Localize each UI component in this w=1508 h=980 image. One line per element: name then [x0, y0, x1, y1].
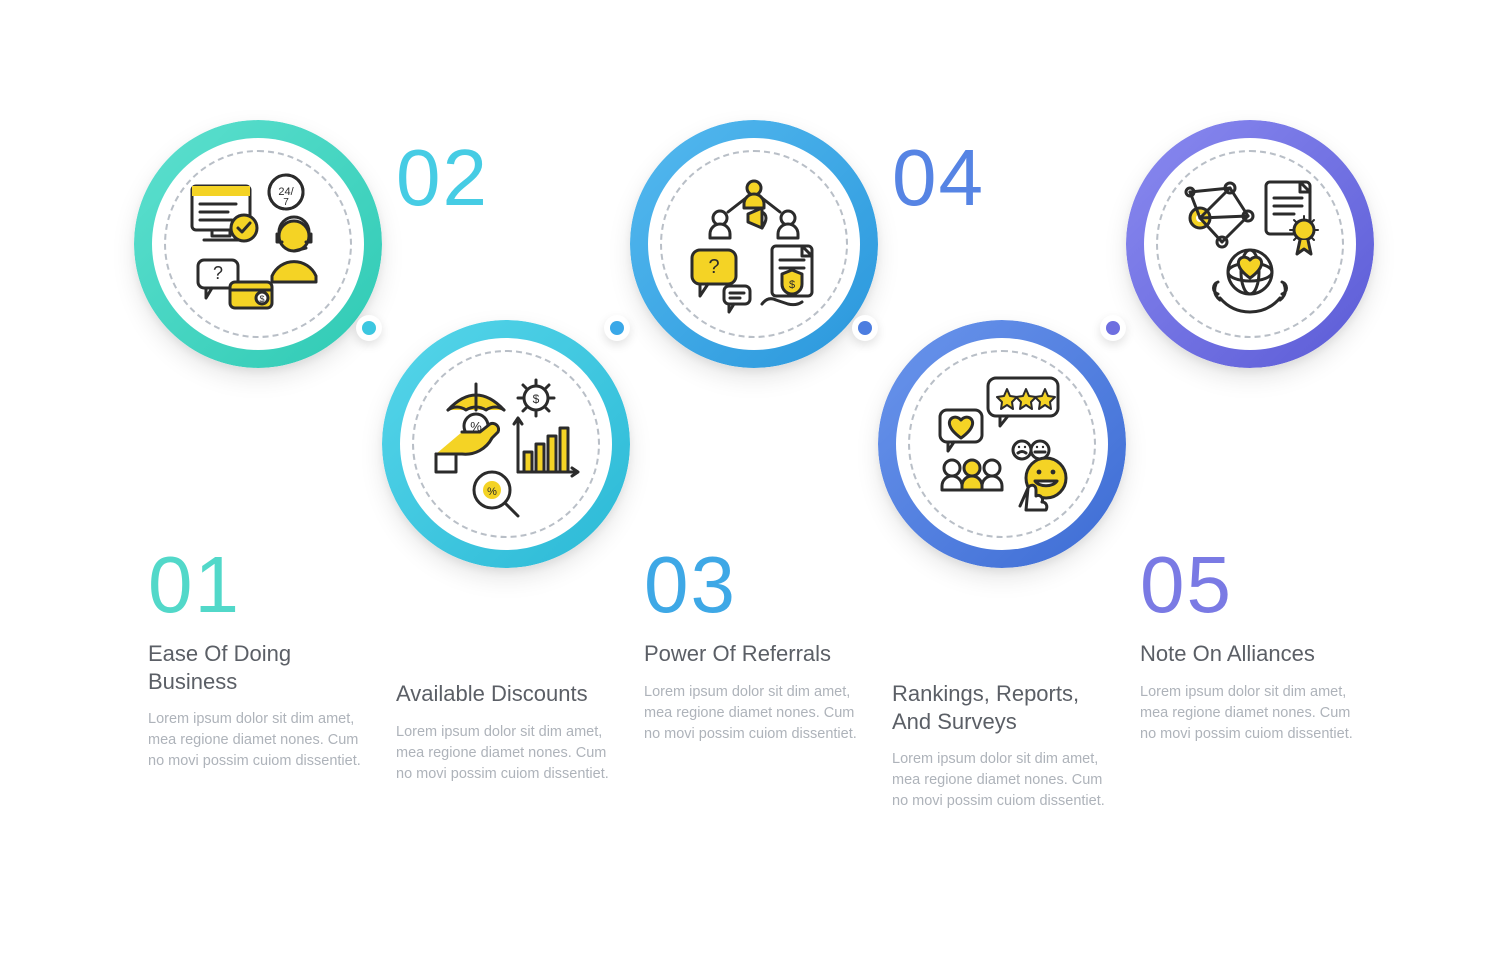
discounts-icon: % $ [426, 364, 586, 524]
svg-text:$: $ [533, 392, 540, 406]
step-3-circle: ? $ [630, 120, 878, 368]
step-2-body: Lorem ipsum dolor sit dim amet, mea regi… [396, 722, 616, 785]
connector-dot-2 [604, 315, 630, 341]
step-5-body: Lorem ipsum dolor sit dim amet, mea regi… [1140, 682, 1360, 745]
rankings-icon [922, 364, 1082, 524]
step-2-circle: % $ [382, 320, 630, 568]
step-4-body: Lorem ipsum dolor sit dim amet, mea regi… [892, 749, 1112, 812]
step-2-text: Available Discounts Lorem ipsum dolor si… [396, 680, 616, 785]
step-1-circle: 24/ 7 ? $ [134, 120, 382, 368]
svg-text:$: $ [789, 279, 795, 291]
svg-text:7: 7 [283, 197, 289, 208]
step-5-circle [1126, 120, 1374, 368]
infographic-stage: 24/ 7 ? $ 01 Ease Of Doing Busin [134, 120, 1374, 880]
step-3-text: Power Of Referrals Lorem ipsum dolor sit… [644, 640, 864, 745]
referrals-icon: ? $ [674, 164, 834, 324]
ease-of-business-icon: 24/ 7 ? $ [178, 164, 338, 324]
step-1-title: Ease Of Doing Business [148, 640, 368, 695]
step-1-text: Ease Of Doing Business Lorem ipsum dolor… [148, 640, 368, 772]
svg-text:?: ? [708, 256, 719, 278]
svg-text:?: ? [213, 263, 223, 283]
svg-text:$: $ [259, 294, 264, 304]
step-2-title: Available Discounts [396, 680, 616, 708]
step-1-number: 01 [148, 545, 241, 625]
step-4-text: Rankings, Reports, And Surveys Lorem ips… [892, 680, 1112, 812]
step-5-number: 05 [1140, 545, 1233, 625]
step-4-circle [878, 320, 1126, 568]
step-4-title: Rankings, Reports, And Surveys [892, 680, 1112, 735]
step-5-text: Note On Alliances Lorem ipsum dolor sit … [1140, 640, 1360, 745]
step-3-number: 03 [644, 545, 737, 625]
alliances-icon [1170, 164, 1330, 324]
step-3-body: Lorem ipsum dolor sit dim amet, mea regi… [644, 682, 864, 745]
connector-dot-4 [1100, 315, 1126, 341]
step-5-title: Note On Alliances [1140, 640, 1360, 668]
step-1-body: Lorem ipsum dolor sit dim amet, mea regi… [148, 709, 368, 772]
step-2-number: 02 [396, 138, 489, 218]
step-3-title: Power Of Referrals [644, 640, 864, 668]
connector-dot-1 [356, 315, 382, 341]
step-4-number: 04 [892, 138, 985, 218]
connector-dot-3 [852, 315, 878, 341]
svg-text:%: % [487, 486, 497, 498]
